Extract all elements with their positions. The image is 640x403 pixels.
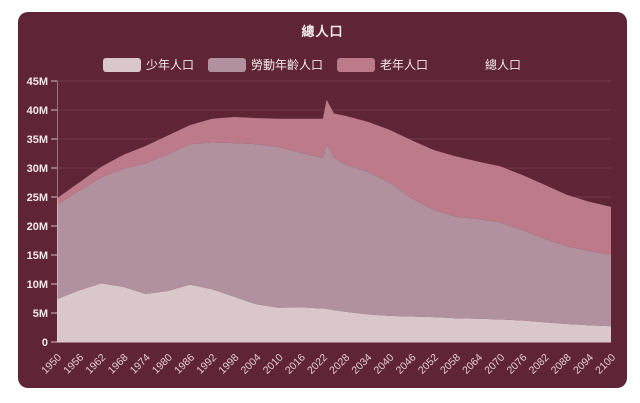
youth-legend-swatch (103, 57, 141, 72)
legend-item-working-age[interactable]: 勞動年齡人口 (208, 56, 323, 73)
x-axis-label: 2034 (349, 352, 374, 377)
elderly-legend-label: 老年人口 (380, 58, 429, 72)
y-axis-label: 25M (27, 192, 48, 204)
chart-title: 總人口 (301, 24, 344, 39)
x-axis-label: 2076 (504, 352, 529, 377)
y-axis-label: 40M (27, 105, 48, 117)
x-axis-label: 2016 (283, 352, 308, 377)
y-axis-label: 30M (27, 163, 48, 175)
area-series-2 (57, 99, 611, 255)
x-axis-label: 1962 (83, 352, 108, 377)
x-axis-label: 2070 (482, 352, 507, 377)
total-legend-label: 總人口 (485, 58, 522, 72)
y-axis-label: 15M (27, 250, 48, 262)
y-axis-label: 0 (42, 337, 48, 349)
total-legend-swatch (442, 57, 481, 72)
chart-card: 45M 40M 35M 30M 25M 20M 15M 10M 5M 0 1950 1956 1962 1… (18, 12, 627, 388)
legend-item-youth[interactable]: 少年人口 (103, 56, 194, 73)
x-axis-label: 1980 (150, 352, 175, 377)
x-axis-label: 2094 (571, 352, 596, 377)
y-axis-label: 10M (27, 279, 48, 291)
x-axis-label: 1986 (172, 352, 197, 377)
area-series-0 (57, 283, 611, 342)
x-axis-label: 2010 (261, 352, 286, 377)
x-axis-label: 2088 (549, 352, 574, 377)
working-age-legend-label: 勞動年齡人口 (251, 58, 324, 72)
legend: 少年人口 勞動年齡人口 老年人口 總人口 (103, 56, 521, 73)
area-series-1 (57, 142, 611, 327)
y-axis-label: 45M (27, 76, 48, 88)
population-area-chart: 45M40M35M30M25M20M15M10M5M01950195619621… (27, 76, 619, 377)
x-axis-label: 1956 (61, 352, 86, 377)
x-axis-label: 2028 (327, 352, 352, 377)
y-axis-label: 5M (33, 308, 48, 320)
x-axis-label: 1968 (106, 352, 131, 377)
x-axis-label: 2082 (527, 352, 552, 377)
x-axis-label: 2064 (460, 352, 485, 377)
legend-item-total[interactable]: 總人口 (442, 56, 521, 73)
x-axis-label: 1974 (128, 352, 153, 377)
legend-item-elderly[interactable]: 老年人口 (337, 56, 428, 73)
youth-legend-label: 少年人口 (146, 58, 195, 72)
x-axis-label: 2004 (239, 352, 264, 377)
x-axis-label: 2100 (593, 352, 618, 377)
x-axis-label: 2058 (438, 352, 463, 377)
x-axis-label: 2040 (372, 352, 397, 377)
y-axis-label: 20M (27, 221, 48, 233)
elderly-legend-swatch (337, 57, 376, 72)
x-axis-label: 1992 (194, 352, 219, 377)
x-axis-label: 2046 (394, 352, 419, 377)
y-axis-label: 35M (27, 134, 48, 146)
x-axis-label: 1998 (216, 352, 241, 377)
x-axis-label: 1950 (39, 352, 64, 377)
x-axis-label: 2052 (416, 352, 441, 377)
x-axis-label: 2022 (305, 352, 330, 377)
working-age-legend-swatch (208, 57, 247, 72)
